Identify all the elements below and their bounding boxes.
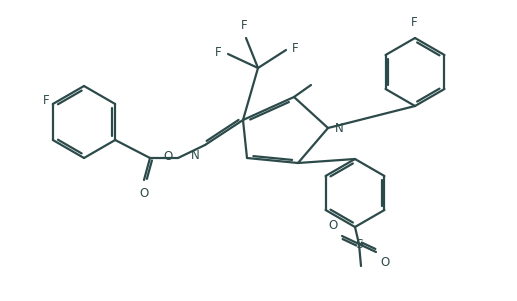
Text: N: N [191, 149, 200, 162]
Text: O: O [380, 256, 389, 269]
Text: N: N [335, 123, 344, 135]
Text: O: O [140, 187, 148, 200]
Text: F: F [410, 16, 417, 29]
Text: O: O [329, 219, 338, 232]
Text: O: O [164, 150, 173, 163]
Text: F: F [216, 45, 222, 58]
Text: S: S [355, 237, 363, 250]
Text: F: F [42, 94, 49, 107]
Text: F: F [292, 42, 299, 54]
Text: F: F [241, 19, 247, 32]
